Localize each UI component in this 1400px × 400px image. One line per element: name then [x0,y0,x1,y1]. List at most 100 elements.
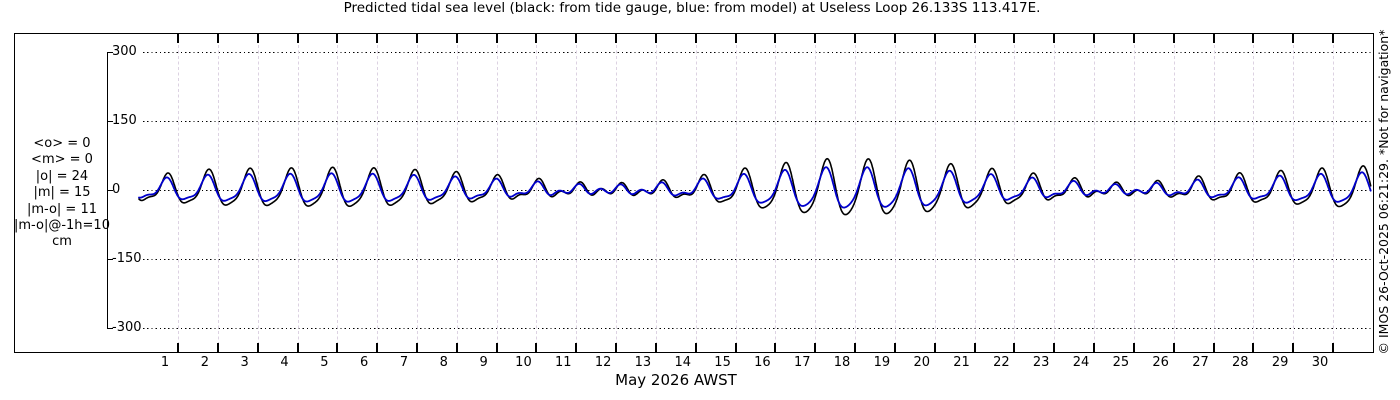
x-tick-bottom [415,343,418,352]
x-tick-label: 28 [1232,355,1249,370]
x-tick-label: 14 [674,355,692,370]
x-tick-bottom [854,343,857,352]
y-tick-mark [107,121,113,122]
x-tick-label: 29 [1271,355,1289,370]
x-tick-bottom [615,343,618,352]
h-gridline [143,328,1371,329]
x-tick-bottom [535,343,538,352]
v-gridline [695,34,697,351]
v-gridline [1332,34,1334,351]
x-tick-top [1132,34,1135,43]
y-tick-mark [107,190,113,191]
x-tick-top [455,34,458,43]
x-tick-bottom [216,343,219,352]
x-tick-bottom [973,343,976,352]
y-tick-label: 150 [112,113,137,128]
x-tick-top [1212,34,1215,43]
x-tick-label: 1 [160,355,170,370]
v-gridline [377,34,379,351]
x-tick-bottom [296,343,299,352]
v-gridline [337,34,339,351]
y-tick-label: -300 [112,320,142,335]
stat-units: cm [52,234,72,250]
x-tick-label: 21 [953,355,970,370]
x-tick-bottom [336,343,339,352]
y-tick-label: -150 [112,251,142,266]
x-tick-top [814,34,817,43]
x-tick-label: 26 [1152,355,1169,370]
stat-abs-model: |m| = 15 [33,185,91,201]
x-tick-label: 25 [1112,355,1130,370]
v-gridline [735,34,737,351]
v-gridline [894,34,896,351]
x-tick-top [615,34,618,43]
x-tick-top [1252,34,1255,43]
x-tick-label: 19 [873,355,891,370]
x-tick-top [535,34,538,43]
x-tick-bottom [1252,343,1255,352]
stats-panel: <o> = 0 <m> = 0 |o| = 24 |m| = 15 |m-o| … [6,136,118,251]
x-tick-top [495,34,498,43]
x-tick-bottom [376,343,379,352]
x-tick-bottom [1172,343,1175,352]
h-gridline [143,259,1371,260]
watermark-text: © IMOS 26-Oct-2025 06:21:29. *Not for na… [1376,29,1391,355]
stat-abs-diff-lag: |m-o|@-1h=10 [14,218,110,234]
h-gridline [143,52,1371,53]
x-tick-top [1093,34,1096,43]
x-tick-bottom [495,343,498,352]
v-gridline [496,34,498,351]
v-gridline [974,34,976,351]
x-tick-bottom [575,343,578,352]
v-gridline [1014,34,1016,351]
x-tick-top [774,34,777,43]
x-tick-bottom [1212,343,1215,352]
y-tick-label: 0 [112,182,121,197]
x-tick-top [1053,34,1056,43]
v-gridline [1213,34,1215,351]
x-tick-top [654,34,657,43]
x-tick-label: 16 [754,355,771,370]
x-tick-bottom [1331,343,1334,352]
x-tick-bottom [1132,343,1135,352]
x-tick-label: 6 [360,355,369,370]
chart-title: Predicted tidal sea level (black: from t… [343,0,1041,16]
v-gridline [655,34,657,351]
x-tick-bottom [893,343,896,352]
y-tick-mark [107,52,113,53]
stat-abs-diff: |m-o| = 11 [26,201,97,217]
x-tick-label: 13 [634,355,652,370]
stat-mean-obs: <o> = 0 [33,136,91,151]
x-tick-top [1172,34,1175,43]
stat-abs-obs: |o| = 24 [35,168,89,184]
y-tick-label: 300 [112,44,137,59]
x-tick-label: 20 [913,355,930,370]
x-tick-bottom [256,343,259,352]
x-tick-top [694,34,697,43]
x-tick-label: 12 [594,355,612,370]
x-tick-top [893,34,896,43]
x-tick-label: 10 [515,355,532,370]
h-gridline [143,190,1371,191]
v-gridline [416,34,418,351]
plot-frame [14,33,1374,353]
v-gridline [536,34,538,351]
x-tick-label: 30 [1311,355,1329,370]
x-tick-top [256,34,259,43]
y-tick-mark [107,259,113,260]
v-gridline [1054,34,1056,351]
x-tick-bottom [774,343,777,352]
x-tick-top [296,34,299,43]
x-tick-label: 8 [439,355,448,370]
x-tick-label: 2 [200,355,209,370]
x-tick-top [734,34,737,43]
x-tick-bottom [1093,343,1096,352]
x-tick-bottom [694,343,697,352]
h-gridline [143,121,1371,122]
model-line [138,166,1372,209]
x-tick-label: 18 [833,355,851,370]
x-tick-label: 3 [240,355,249,370]
x-tick-top [1292,34,1295,43]
